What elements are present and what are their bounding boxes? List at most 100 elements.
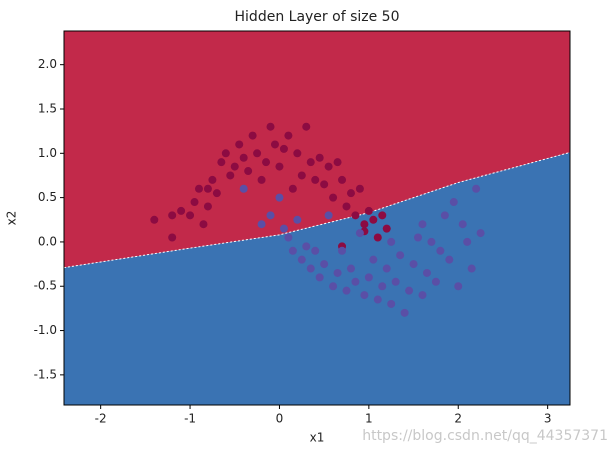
y-tick-label: 1.5 [38, 101, 57, 115]
data-point [355, 184, 364, 193]
data-point [360, 291, 369, 300]
data-point [414, 233, 423, 242]
data-point [351, 277, 360, 286]
data-point [449, 198, 458, 207]
data-point [427, 237, 436, 246]
data-point [199, 220, 208, 229]
data-point [288, 184, 297, 193]
data-point [405, 286, 414, 295]
data-point [320, 260, 329, 269]
data-point [342, 202, 351, 211]
data-point [226, 171, 235, 180]
data-point [217, 158, 226, 167]
data-point [400, 308, 409, 317]
data-point [270, 140, 279, 149]
data-point [422, 268, 431, 277]
data-point [396, 251, 405, 260]
data-point [306, 158, 315, 167]
data-point [463, 237, 472, 246]
region-above [64, 31, 570, 268]
data-point [454, 282, 463, 291]
data-point [333, 158, 342, 167]
data-point [378, 282, 387, 291]
y-tick-label: 1.0 [38, 146, 57, 160]
data-point [467, 264, 476, 273]
y-tick-label: -1.5 [34, 367, 57, 381]
data-point [257, 220, 266, 229]
y-tick-label: 0.0 [38, 234, 57, 248]
data-point [253, 149, 262, 158]
data-point [378, 211, 387, 220]
data-point [288, 246, 297, 255]
data-point [436, 246, 445, 255]
data-point [382, 224, 391, 233]
data-point [186, 211, 195, 220]
data-point [315, 153, 324, 162]
data-point [338, 175, 347, 184]
data-point [168, 211, 177, 220]
data-point [244, 167, 253, 176]
data-point [346, 189, 355, 198]
data-point [297, 171, 306, 180]
data-point [324, 211, 333, 220]
data-point [369, 255, 378, 264]
data-point [472, 184, 481, 193]
data-point [324, 162, 333, 171]
data-point [177, 206, 186, 215]
data-point [284, 233, 293, 242]
data-point [248, 131, 257, 140]
y-tick-label: -0.5 [34, 279, 57, 293]
data-point [239, 153, 248, 162]
data-point [212, 189, 221, 198]
data-point [275, 162, 284, 171]
data-point [230, 162, 239, 171]
data-point [391, 277, 400, 286]
data-point [302, 122, 311, 131]
data-point [369, 215, 378, 224]
x-axis-label: x1 [310, 431, 325, 445]
y-tick-label: 0.5 [38, 190, 57, 204]
data-point [360, 220, 369, 229]
data-point [284, 131, 293, 140]
chart-title: Hidden Layer of size 50 [235, 9, 400, 25]
data-point [338, 246, 347, 255]
data-point [418, 220, 427, 229]
data-point [445, 255, 454, 264]
watermark: https://blog.csdn.net/qq_44357371 [362, 428, 608, 444]
data-point [293, 149, 302, 158]
data-point [373, 295, 382, 304]
x-tick-label: 0 [276, 412, 284, 426]
data-point [382, 264, 391, 273]
data-point [387, 237, 396, 246]
y-axis-label: x2 [5, 211, 19, 226]
data-point [364, 206, 373, 215]
data-point [203, 202, 212, 211]
data-point [351, 211, 360, 220]
data-point [266, 211, 275, 220]
data-point [440, 211, 449, 220]
x-tick-label: 2 [454, 412, 462, 426]
data-point [150, 215, 159, 224]
data-point [355, 229, 364, 238]
x-tick-label: 1 [365, 412, 373, 426]
y-tick-label: 2.0 [38, 57, 57, 71]
plot-frame [63, 30, 571, 406]
x-tick-label: -2 [95, 412, 107, 426]
data-point [315, 273, 324, 282]
data-point [208, 175, 217, 184]
data-point [235, 140, 244, 149]
data-point [221, 149, 230, 158]
data-point [431, 277, 440, 286]
data-point [364, 273, 373, 282]
data-point [297, 255, 306, 264]
data-point [262, 158, 271, 167]
data-point [279, 224, 288, 233]
data-point [266, 122, 275, 131]
data-point [311, 246, 320, 255]
y-tick-label: -1.0 [34, 323, 57, 337]
data-point [306, 264, 315, 273]
data-point [329, 193, 338, 202]
data-point [418, 291, 427, 300]
data-point [346, 264, 355, 273]
